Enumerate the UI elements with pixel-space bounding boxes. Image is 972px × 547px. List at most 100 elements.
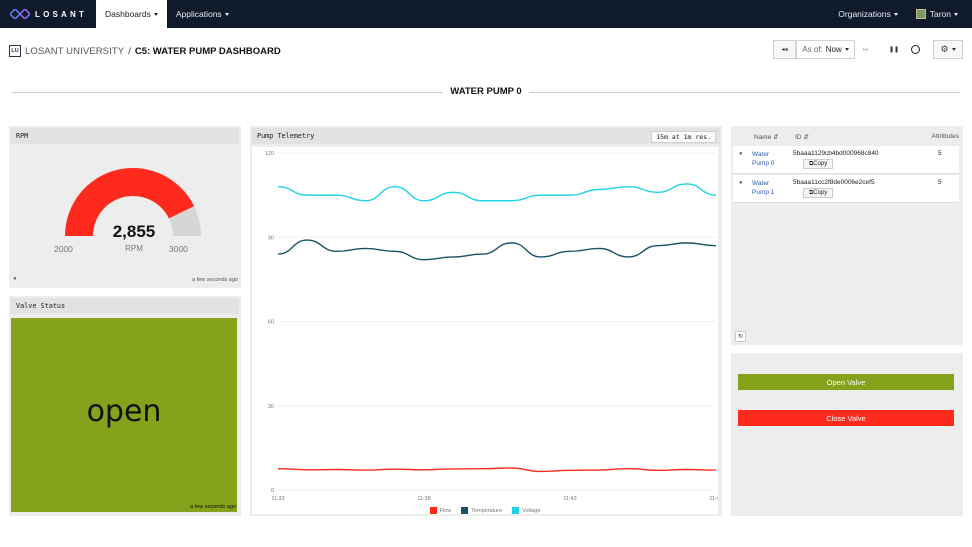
col-id-header[interactable]: ID ⇵ <box>795 133 809 141</box>
legend-item-flow[interactable]: Flow <box>429 507 452 514</box>
gauge-min-label: 2000 <box>54 244 73 254</box>
dashboard-title: C5: WATER PUMP DASHBOARD <box>134 45 281 57</box>
legend-label: Voltage <box>522 507 541 514</box>
y-tick-label: 90 <box>268 235 274 241</box>
device-name-link[interactable]: Water Pump 1 <box>752 180 775 196</box>
refresh-button[interactable]: ↻ <box>735 331 746 342</box>
sort-icon: ⇵ <box>803 134 809 141</box>
nav-user-menu[interactable]: Taron <box>907 0 972 28</box>
legend-item-temperature[interactable]: Temperature <box>461 507 502 514</box>
telemetry-chart: 0 30 60 90 120 11:33 11:38 11:43 11:48 <box>265 151 723 502</box>
rpm-gauge <box>65 167 201 236</box>
nav-organizations[interactable]: Organizations <box>829 0 906 28</box>
breadcrumb-org-link[interactable]: LOSANT UNIVERSITY <box>25 45 125 57</box>
settings-dropdown[interactable]: ⚙ <box>933 40 963 59</box>
nav-dashboards[interactable]: Dashboards <box>96 0 167 28</box>
device-list-block: Name ⇵ ID ⇵ Attributes ● Water Pump 0 5b… <box>731 126 963 345</box>
device-attributes: 5 <box>938 150 942 157</box>
losant-logo-icon <box>10 9 30 19</box>
valve-status-block: Valve Status open a few seconds ago <box>9 296 241 516</box>
telemetry-chart-area: 0 30 60 90 120 11:33 11:38 11:43 11:48 <box>252 147 723 514</box>
valve-timestamp: a few seconds ago <box>190 504 236 510</box>
avatar <box>915 9 926 19</box>
caret-down-icon <box>153 12 158 16</box>
x-tick-label: 11:38 <box>417 496 430 502</box>
col-attributes-header: Attributes <box>931 133 959 140</box>
col-name-header[interactable]: Name ⇵ <box>754 133 779 141</box>
device-id: 5baaa11cc2f8de0006e2cef5 <box>793 179 875 186</box>
series-line-voltage <box>277 183 717 202</box>
gear-icon: ⚙ <box>940 44 949 54</box>
fast-forward-button[interactable]: ▸▸ <box>858 40 874 59</box>
legend-item-voltage[interactable]: Voltage <box>512 507 540 514</box>
device-icon: ● <box>13 276 17 282</box>
org-badge: LU <box>9 45 21 57</box>
rewind-icon: ◂◂ <box>781 47 788 53</box>
caret-down-icon <box>224 12 229 16</box>
copy-label: Copy <box>813 161 828 167</box>
losant-logo[interactable]: LOSANT <box>10 9 96 19</box>
device-attributes: 5 <box>938 179 942 186</box>
x-tick-label: 11:48 <box>709 496 718 502</box>
copy-id-button[interactable]: ⧉ Copy <box>803 188 834 198</box>
y-tick-label: 120 <box>265 151 274 157</box>
legend-swatch <box>512 507 520 514</box>
device-name-link[interactable]: Water Pump 0 <box>752 151 775 167</box>
device-icon: ● <box>739 180 743 186</box>
col-id-label: ID <box>795 134 802 141</box>
breadcrumb-separator: / <box>128 45 131 57</box>
device-table-header: Name ⇵ ID ⇵ Attributes <box>733 128 961 144</box>
sort-icon: ⇵ <box>773 134 779 141</box>
table-row: ● Water Pump 0 5baaa1129cb4bd000968c840 … <box>733 146 959 174</box>
as-of-label: As of: <box>802 45 823 54</box>
y-tick-label: 60 <box>268 320 274 326</box>
live-button[interactable] <box>907 40 923 59</box>
copy-label: Copy <box>813 190 828 196</box>
nav-dashboards-label: Dashboards <box>105 9 151 19</box>
series-line-temperature <box>277 239 717 261</box>
refresh-icon: ↻ <box>737 334 744 340</box>
rpm-timestamp: a few seconds ago <box>192 277 238 283</box>
fast-forward-icon: ▸▸ <box>862 47 870 53</box>
copy-icon: ⧉ <box>809 160 814 167</box>
nav-applications-label: Applications <box>175 9 222 19</box>
valve-control-block: Open Valve Close Valve <box>731 353 963 516</box>
valve-status-text: open <box>86 394 162 429</box>
open-valve-button[interactable]: Open Valve <box>738 374 954 390</box>
telemetry-title: Pump Telemetry <box>257 132 315 140</box>
rpm-value: 2,855 <box>112 222 156 241</box>
breadcrumb: LU LOSANT UNIVERSITY / C5: WATER PUMP DA… <box>9 45 281 57</box>
device-icon: ● <box>739 151 743 157</box>
legend-swatch <box>461 507 469 514</box>
as-of-dropdown[interactable]: As of: Now <box>796 40 855 59</box>
resolution-badge: 15m at 1m res. <box>651 131 716 143</box>
col-name-label: Name <box>754 134 772 141</box>
rpm-gauge-block: RPM 2,855 RPM 2000 3000 ● a few seconds … <box>9 126 241 288</box>
close-valve-button[interactable]: Close Valve <box>738 410 954 426</box>
telemetry-block-title: Pump Telemetry 15m at 1m res. <box>252 128 720 144</box>
nav-applications[interactable]: Applications <box>167 0 238 28</box>
series-line-flow <box>277 467 717 473</box>
x-tick-label: 11:43 <box>563 496 576 502</box>
as-of-value: Now <box>825 45 842 54</box>
device-id: 5baaa1129cb4bd000968c840 <box>793 150 879 157</box>
gauge-max-label: 3000 <box>169 244 188 254</box>
legend-label: Temperature <box>471 507 503 514</box>
rpm-unit: RPM <box>125 244 143 253</box>
table-row: ● Water Pump 1 5baaa11cc2f8de0006e2cef5 … <box>733 175 959 203</box>
copy-icon: ⧉ <box>809 189 814 196</box>
copy-id-button[interactable]: ⧉ Copy <box>803 159 834 169</box>
caret-down-icon <box>951 48 956 51</box>
gauge-fill <box>65 168 195 236</box>
y-tick-label: 30 <box>268 404 274 410</box>
user-name: Taron <box>929 9 951 19</box>
pump-telemetry-block: Pump Telemetry 15m at 1m res. 0 30 60 90 120… <box>250 126 723 516</box>
caret-down-icon <box>893 12 898 16</box>
legend-label: Flow <box>439 507 452 514</box>
valve-block-title: Valve Status <box>11 298 239 314</box>
pause-button[interactable]: ❚❚ <box>886 40 902 59</box>
section-header: WATER PUMP 0 <box>12 85 960 99</box>
caret-down-icon <box>844 48 849 51</box>
rewind-button[interactable]: ◂◂ <box>773 40 796 59</box>
x-tick-label: 11:33 <box>271 496 284 502</box>
